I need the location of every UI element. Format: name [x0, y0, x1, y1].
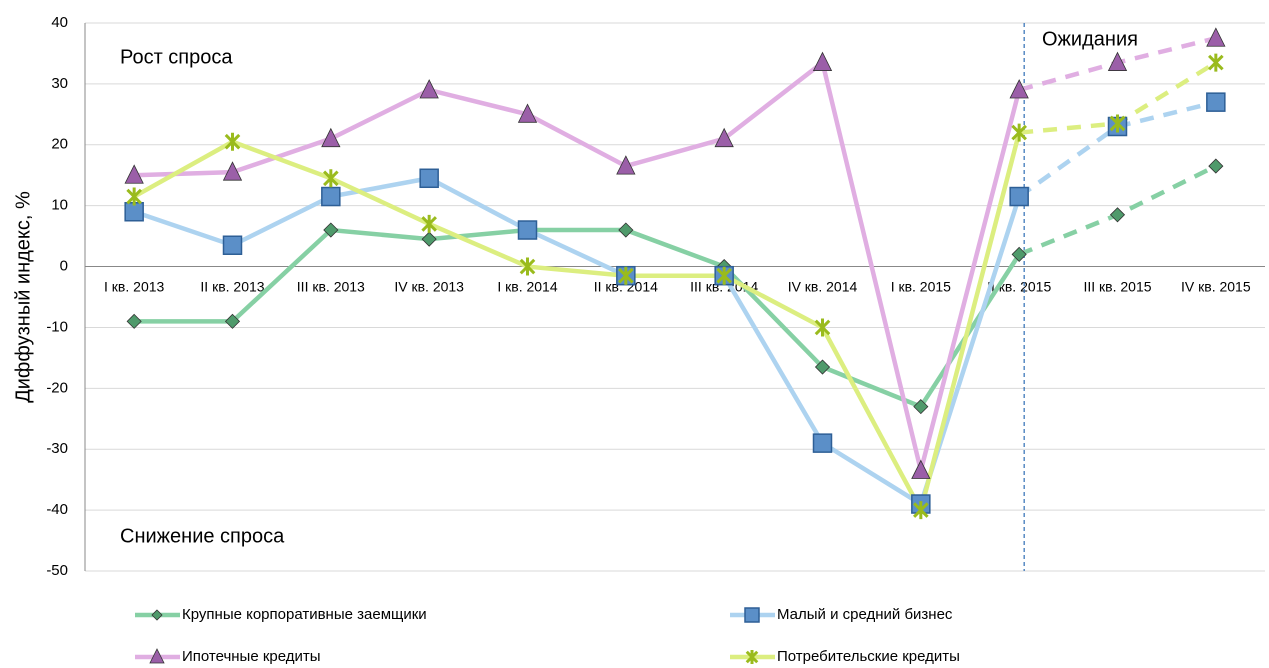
series-line	[133, 132, 1022, 517]
point	[126, 313, 142, 329]
y-tick-label: 0	[60, 258, 68, 275]
point	[224, 313, 241, 329]
point	[1208, 53, 1224, 72]
legend-label: Крупные корпоративные заемщики	[182, 606, 427, 623]
legend-marker	[744, 607, 760, 623]
x-tick-label: II кв. 2014	[594, 278, 658, 294]
legend-label: Ипотечные кредиты	[182, 648, 321, 665]
annotation: Рост спроса	[120, 46, 233, 68]
point	[911, 459, 931, 479]
point	[1011, 123, 1027, 142]
legend-item: Малый и средний бизнес	[730, 606, 953, 623]
x-tick-label: II кв. 2013	[200, 278, 264, 294]
point	[618, 266, 634, 285]
x-tick-label: III кв. 2015	[1083, 278, 1151, 294]
point	[222, 161, 243, 181]
x-tick-label: I кв. 2015	[891, 278, 951, 294]
point	[519, 257, 536, 276]
annotation: Снижение спроса	[120, 525, 285, 547]
point	[812, 51, 833, 71]
annotation: Ожидания	[1042, 28, 1138, 50]
y-tick-label: -20	[46, 379, 68, 396]
point	[419, 168, 439, 189]
x-tick-label: III кв. 2013	[297, 278, 365, 294]
point	[1109, 114, 1126, 133]
point	[421, 214, 437, 233]
x-tick-label: IV кв. 2013	[394, 278, 464, 294]
y-tick-label: -10	[46, 318, 68, 335]
y-tick-label: 20	[51, 136, 68, 153]
point	[714, 127, 734, 148]
point	[1206, 92, 1226, 112]
series-line	[134, 227, 1022, 410]
y-tick-label: 10	[51, 197, 68, 214]
point	[224, 132, 241, 151]
point	[421, 231, 437, 247]
x-tick-label: IV кв. 2015	[1181, 278, 1251, 294]
y-tick-label: -30	[46, 440, 68, 457]
point	[716, 266, 732, 285]
point	[616, 155, 636, 175]
point	[321, 127, 341, 148]
x-tick-label: I кв. 2014	[497, 278, 557, 294]
series-line	[134, 58, 1022, 472]
point	[1107, 51, 1128, 71]
y-tick-label: -40	[46, 501, 68, 518]
point	[814, 318, 831, 337]
point	[1009, 79, 1029, 99]
point	[124, 164, 144, 184]
point	[1009, 186, 1029, 207]
point	[419, 79, 439, 99]
point	[1109, 207, 1126, 223]
legend-label: Потребительские кредиты	[777, 648, 960, 665]
y-tick-label: 30	[51, 75, 68, 92]
point	[517, 220, 538, 240]
legend-marker	[151, 609, 163, 621]
legend-marker	[745, 650, 759, 664]
legend-label: Малый и средний бизнес	[777, 606, 953, 623]
point	[814, 359, 831, 375]
legend-marker	[149, 648, 165, 664]
point	[1011, 246, 1027, 262]
point	[323, 222, 339, 238]
point	[517, 103, 538, 123]
point	[618, 222, 634, 238]
point	[323, 169, 339, 188]
point	[1208, 158, 1224, 174]
y-tick-label: 40	[51, 14, 68, 31]
point	[913, 501, 929, 520]
x-tick-label: IV кв. 2014	[788, 278, 858, 294]
point	[222, 235, 243, 255]
x-tick-label: I кв. 2013	[104, 278, 164, 294]
point	[913, 399, 929, 415]
point	[126, 187, 142, 206]
point	[321, 186, 341, 207]
legend-item: Потребительские кредиты	[730, 648, 960, 665]
y-tick-label: -50	[46, 562, 68, 579]
point	[812, 433, 833, 453]
series-line	[133, 175, 1022, 508]
legend-item: Крупные корпоративные заемщики	[135, 606, 427, 623]
legend-item: Ипотечные кредиты	[135, 648, 321, 665]
y-axis-label: Диффузный индекс, %	[12, 191, 34, 403]
point	[1206, 27, 1226, 47]
